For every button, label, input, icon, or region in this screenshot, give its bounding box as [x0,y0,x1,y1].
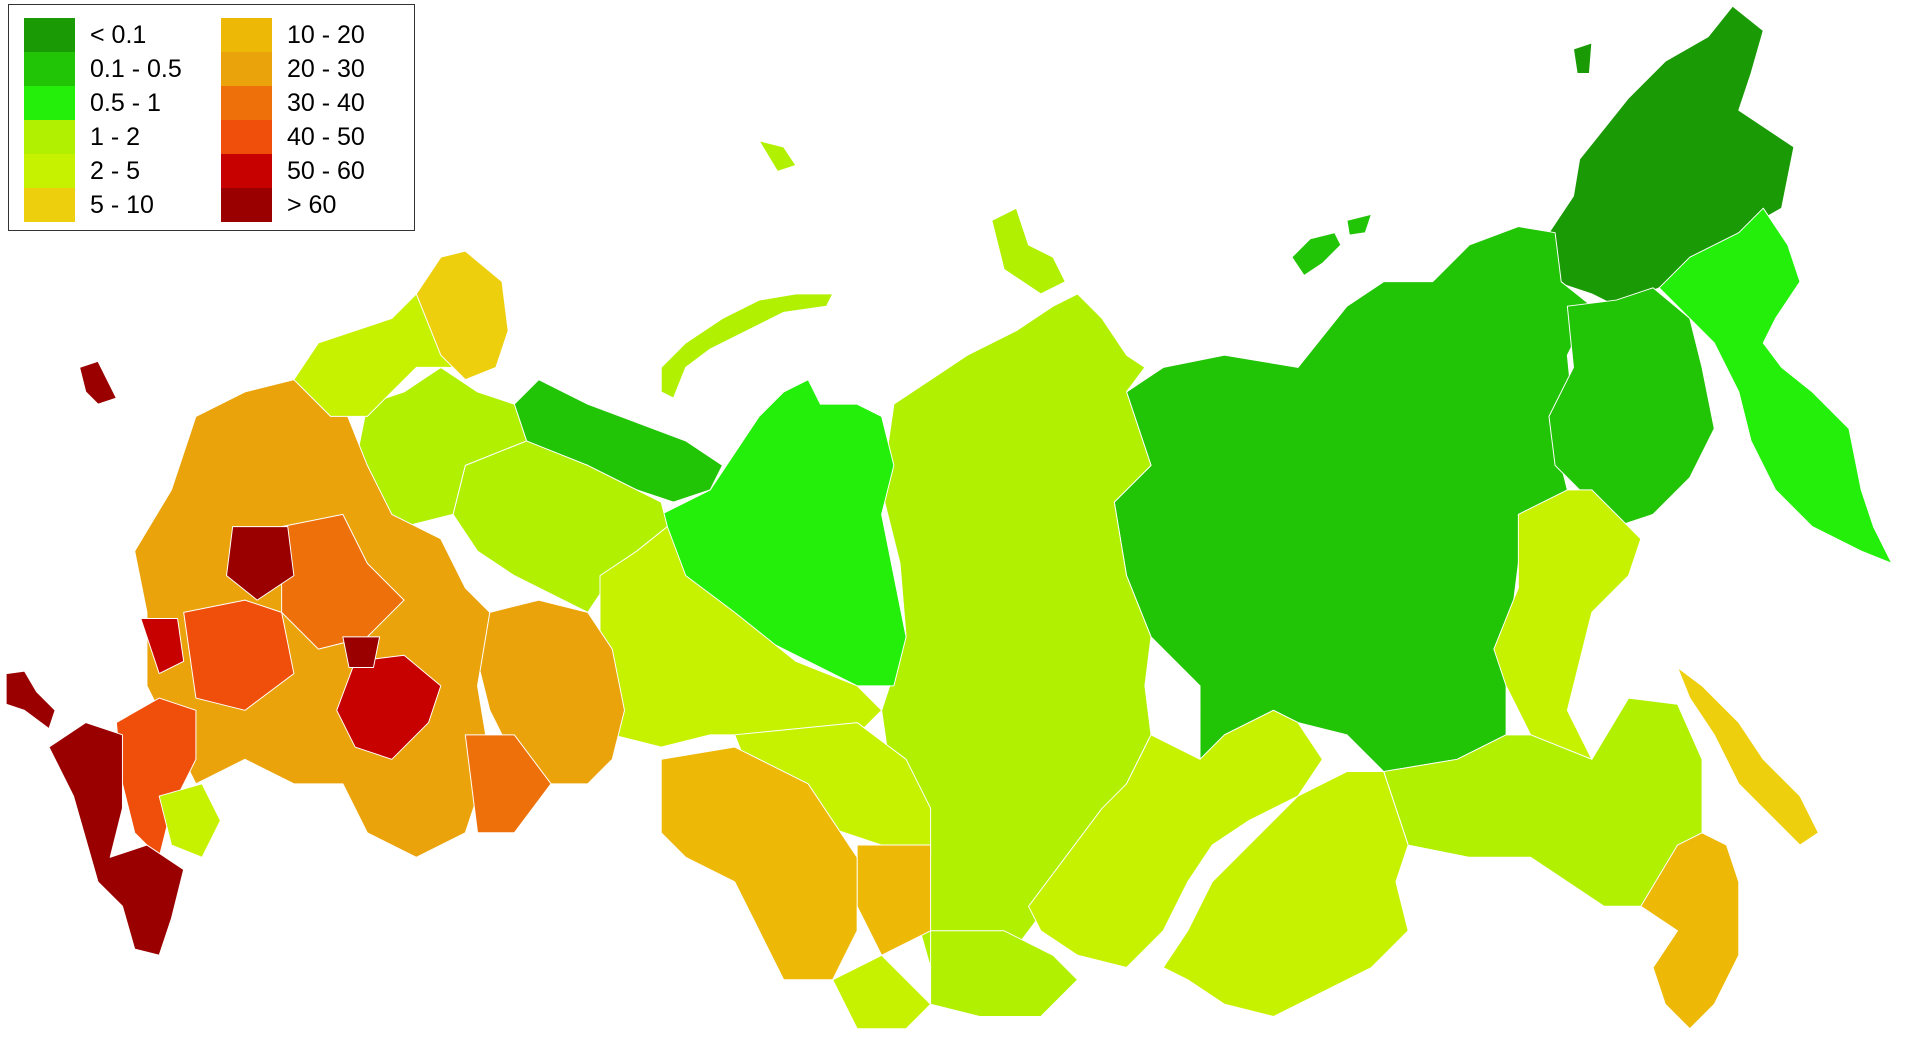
legend-item: 10 - 20 [221,18,365,52]
legend-item: 40 - 50 [221,120,365,154]
legend-item: 0.5 - 1 [24,86,182,120]
region [140,617,185,675]
legend-label: 0.5 - 1 [90,88,161,117]
region [660,293,834,399]
region [1346,213,1372,236]
legend-swatch [221,86,272,120]
region [48,722,185,956]
region [79,360,117,405]
legend-item: 0.1 - 0.5 [24,52,182,86]
region [930,930,1079,1017]
region [336,654,442,760]
legend-column-low: < 0.1 0.1 - 0.5 0.5 - 1 1 - 2 2 - 5 5 - 10 [24,18,182,222]
legend-label: 1 - 2 [90,122,141,151]
region [1548,287,1715,528]
region [415,250,509,381]
region [158,783,221,858]
region [1291,232,1342,277]
region [599,526,883,748]
region [991,207,1066,295]
region [1640,832,1740,1030]
region [1162,771,1409,1017]
legend-label: > 60 [287,190,337,219]
legend-swatch [24,52,75,86]
region [5,670,56,730]
region [1677,666,1819,846]
legend-swatch [24,188,75,222]
legend-swatch [24,86,75,120]
legend-item: 30 - 40 [221,86,365,120]
legend-swatch [24,120,75,154]
region [1028,709,1323,969]
legend-label: 10 - 20 [287,20,365,49]
region [1572,42,1593,74]
region [1493,489,1642,760]
legend-label: < 0.1 [90,20,147,49]
legend-item: 20 - 30 [221,52,365,86]
legend-label: 30 - 40 [287,88,365,117]
legend-item: > 60 [221,188,365,222]
region [1383,697,1703,907]
region [342,636,381,668]
legend-swatch [24,18,75,52]
legend-item: 5 - 10 [24,188,182,222]
legend-label: 2 - 5 [90,156,141,185]
legend-item: 1 - 2 [24,120,182,154]
legend-item: 50 - 60 [221,154,365,188]
legend-label: 20 - 30 [287,54,365,83]
region [464,734,552,834]
legend-label: 50 - 60 [287,156,365,185]
region [281,513,405,650]
legend-label: 40 - 50 [287,122,365,151]
legend-swatch [221,120,272,154]
legend-label: 0.1 - 0.5 [90,54,182,83]
legend-column-high: 10 - 20 20 - 30 30 - 40 40 - 50 50 - 60 > 60 [221,18,365,222]
region [1658,207,1893,564]
region [226,526,295,601]
region [660,746,858,981]
legend-item: < 0.1 [24,18,182,52]
legend: < 0.1 0.1 - 0.5 0.5 - 1 1 - 2 2 - 5 5 - 10 10… [8,4,415,231]
legend-swatch [24,154,75,188]
legend-swatch [221,18,272,52]
region [183,599,295,711]
legend-swatch [221,52,272,86]
legend-swatch [221,154,272,188]
region [832,954,932,1030]
legend-swatch [221,188,272,222]
region [758,140,797,172]
legend-label: 5 - 10 [90,190,154,219]
region [856,844,932,956]
legend-item: 2 - 5 [24,154,182,188]
